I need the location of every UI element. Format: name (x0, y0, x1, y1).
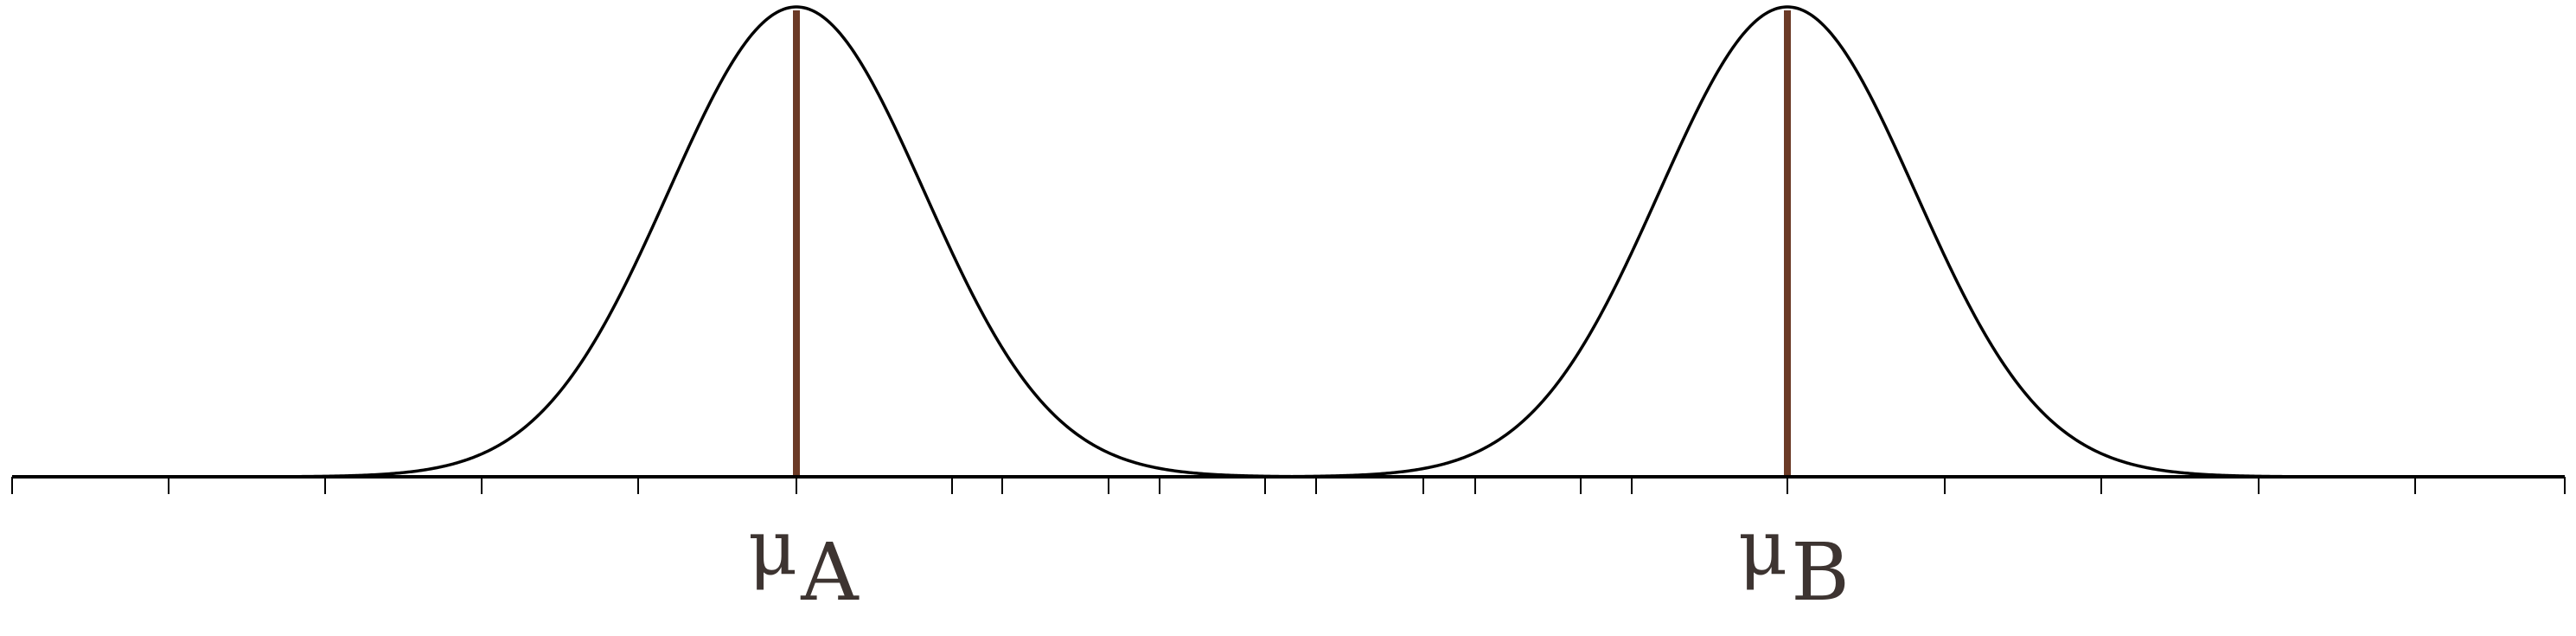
distribution-a-curve (12, 5, 2565, 479)
distribution-b-curve (12, 5, 2565, 479)
mean-a-symbol: μ (748, 503, 798, 592)
x-axis-ticks (11, 477, 2566, 494)
mean-b-symbol: μ (1738, 503, 1788, 592)
mean-b-label: μB (1738, 507, 1850, 613)
mean-a-subscript: A (801, 526, 859, 619)
mean-b-subscript: B (1791, 526, 1850, 619)
mean-a-label: μA (748, 507, 859, 613)
